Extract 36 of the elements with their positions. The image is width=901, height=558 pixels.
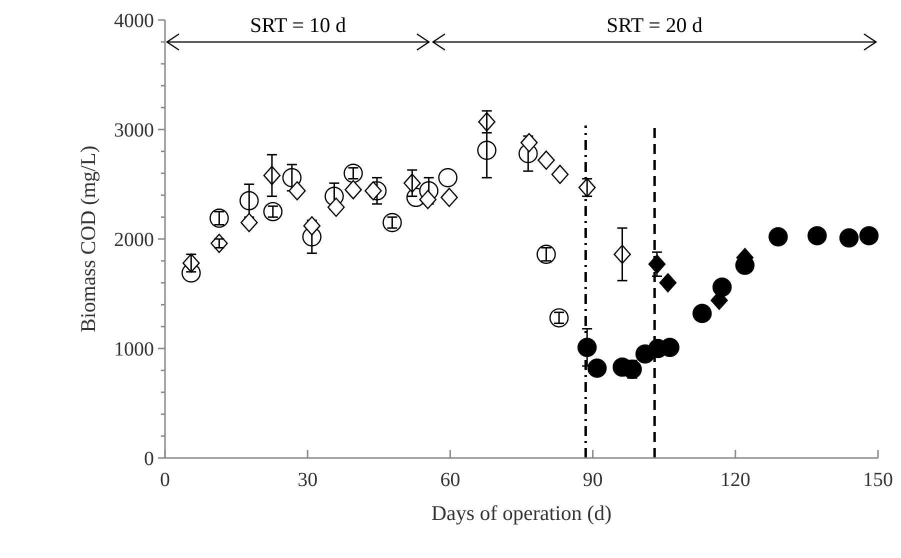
x-axis-title: Days of operation (d)	[431, 501, 612, 525]
point	[587, 358, 607, 378]
point	[344, 180, 362, 200]
y-tick-label: 3000	[114, 120, 154, 142]
point	[240, 212, 258, 232]
point	[419, 190, 437, 210]
x-tick-label: 150	[863, 469, 893, 491]
point	[839, 228, 859, 248]
point	[364, 181, 382, 200]
point	[659, 273, 677, 292]
point	[520, 132, 538, 152]
y-axis-title: Biomass COD (mg/L)	[76, 146, 100, 332]
point	[538, 150, 555, 170]
point	[438, 168, 458, 188]
point	[768, 227, 788, 246]
point	[808, 226, 827, 246]
y-tick-label: 2000	[114, 229, 154, 251]
x-tick-label: 120	[720, 469, 750, 491]
x-tick-label: 90	[582, 469, 603, 491]
annotation: SRT = 10 d	[250, 13, 346, 37]
point	[712, 278, 732, 297]
point	[577, 338, 597, 358]
point	[551, 164, 569, 184]
annotation: SRT = 20 d	[606, 13, 703, 37]
x-tick-label: 60	[440, 469, 460, 491]
point	[440, 188, 458, 208]
point	[327, 198, 345, 217]
y-tick-label: 1000	[114, 338, 154, 360]
y-tick-label: 0	[144, 448, 154, 470]
x-tick-label: 0	[160, 469, 170, 491]
y-tick-label: 4000	[114, 10, 154, 32]
point	[288, 181, 306, 200]
point	[859, 226, 879, 246]
point	[692, 304, 712, 324]
point	[303, 216, 321, 236]
x-tick-label: 30	[298, 469, 318, 491]
